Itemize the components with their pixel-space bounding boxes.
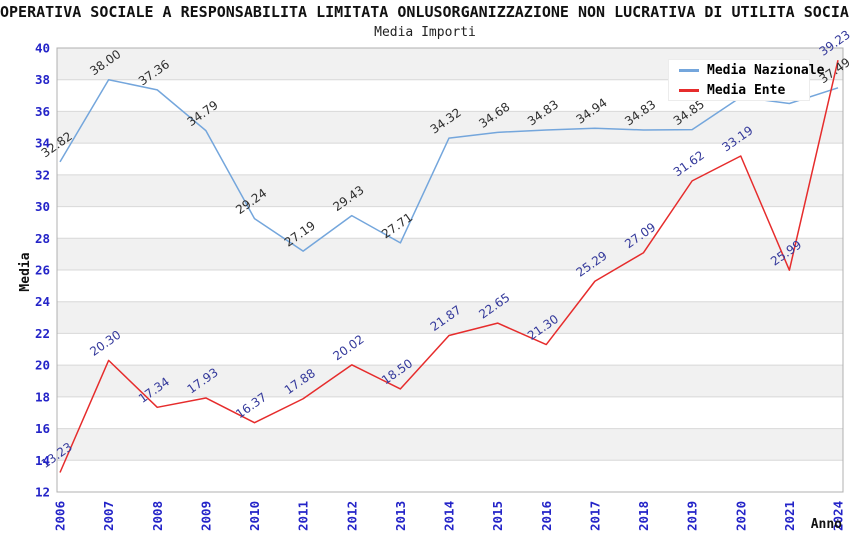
svg-text:30: 30 xyxy=(35,199,50,214)
svg-text:2018: 2018 xyxy=(636,501,651,531)
svg-text:2014: 2014 xyxy=(442,501,457,531)
legend-label: Media Ente xyxy=(707,82,786,98)
legend-label: Media Nazionale xyxy=(707,62,825,78)
svg-text:Media: Media xyxy=(18,252,33,291)
svg-text:2017: 2017 xyxy=(587,501,602,531)
svg-text:2019: 2019 xyxy=(685,501,700,531)
svg-text:40: 40 xyxy=(35,41,50,56)
svg-text:16: 16 xyxy=(35,421,50,436)
chart-subtitle-text: Media Importi xyxy=(374,25,476,40)
svg-text:34: 34 xyxy=(35,136,50,151)
svg-text:2021: 2021 xyxy=(782,501,797,531)
svg-text:2007: 2007 xyxy=(101,501,116,531)
svg-text:14: 14 xyxy=(35,453,50,468)
svg-text:2020: 2020 xyxy=(733,501,748,531)
legend-item-media-ente: Media Ente xyxy=(679,83,809,98)
svg-text:2015: 2015 xyxy=(490,501,505,531)
svg-text:2008: 2008 xyxy=(150,501,165,531)
svg-text:24: 24 xyxy=(35,294,50,309)
svg-text:2016: 2016 xyxy=(539,501,554,531)
x-axis-ticks: 2006 2007 2008 2009 2010 2011 2012 2013 2014 2015… xyxy=(53,501,846,531)
svg-text:32: 32 xyxy=(35,167,50,182)
x-axis-title: Anno xyxy=(811,517,842,532)
svg-text:2010: 2010 xyxy=(247,501,262,531)
svg-text:2009: 2009 xyxy=(198,501,213,531)
series-line-media-nazionale xyxy=(59,78,839,252)
chart-subtitle: Media Importi xyxy=(0,25,850,40)
chart-title-text: OPERATIVA SOCIALE A RESPONSABILITA LIMIT… xyxy=(0,3,850,21)
y-axis-title: Media xyxy=(18,252,33,291)
svg-text:12: 12 xyxy=(35,485,50,500)
svg-text:2011: 2011 xyxy=(296,501,311,531)
legend-marker xyxy=(679,68,699,72)
chart-title: OPERATIVA SOCIALE A RESPONSABILITA LIMIT… xyxy=(0,3,850,21)
legend-marker xyxy=(679,88,699,92)
svg-text:2024: 2024 xyxy=(831,501,846,531)
series-line-media-ente xyxy=(59,60,839,473)
svg-text:22: 22 xyxy=(35,326,50,341)
y-axis-ticks: 12 14 16 18 20 22 24 26 28 30 32 34 36 38 40 xyxy=(35,41,50,500)
svg-text:38: 38 xyxy=(35,72,50,87)
svg-text:2006: 2006 xyxy=(53,501,68,531)
svg-text:28: 28 xyxy=(35,231,50,246)
svg-text:18: 18 xyxy=(35,389,50,404)
gridlines xyxy=(57,79,843,461)
svg-text:2013: 2013 xyxy=(393,501,408,531)
svg-text:20: 20 xyxy=(35,358,50,373)
legend: Media Nazionale Media Ente xyxy=(668,59,824,101)
plot-border xyxy=(56,47,844,493)
svg-text:26: 26 xyxy=(35,263,50,278)
svg-text:36: 36 xyxy=(35,104,50,119)
svg-text:2012: 2012 xyxy=(344,501,359,531)
legend-item-media-nazionale: Media Nazionale xyxy=(679,63,824,78)
